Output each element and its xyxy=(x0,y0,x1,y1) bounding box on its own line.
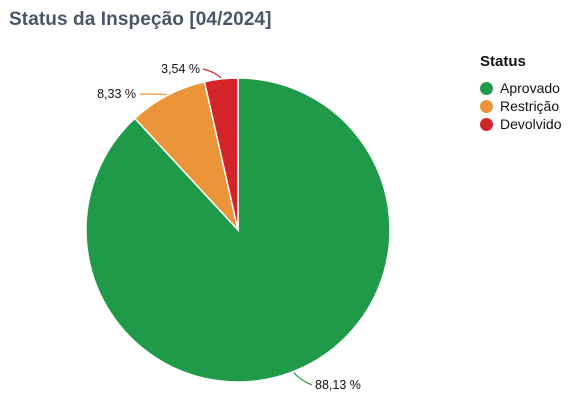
legend-title: Status xyxy=(480,53,526,70)
legend-label: Restrição xyxy=(500,98,560,114)
legend-item-devolvido[interactable]: Devolvido xyxy=(480,115,561,133)
legend-label: Devolvido xyxy=(500,116,562,132)
legend-marker xyxy=(480,99,493,113)
leader-line-devolvido xyxy=(202,68,222,79)
data-label-restrição: 8,33 % xyxy=(97,87,136,101)
legend-label: Aprovado xyxy=(500,80,560,96)
chart-title: Status da Inspeção [04/2024] xyxy=(9,9,272,30)
legend-marker xyxy=(480,81,493,95)
legend-marker xyxy=(480,117,493,131)
leader-line-aprovado xyxy=(293,372,313,386)
pie-slice-aprovado[interactable] xyxy=(85,77,391,383)
legend-item-aprovado[interactable]: Aprovado xyxy=(480,79,561,97)
legend-item-restrição[interactable]: Restrição xyxy=(480,97,561,115)
leader-line-restrição xyxy=(139,93,167,96)
pie-slice-devolvido[interactable] xyxy=(203,77,239,231)
legend: Status Aprovado Restrição Devolvido xyxy=(480,53,561,133)
data-label-aprovado: 88,13 % xyxy=(315,378,361,392)
data-label-devolvido: 3,54 % xyxy=(161,62,200,76)
